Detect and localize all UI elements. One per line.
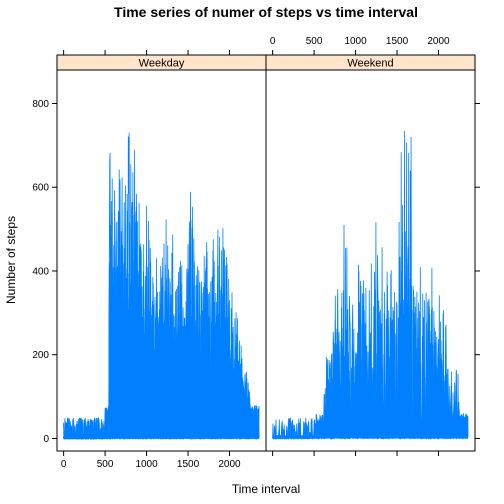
y-tick-label: 600: [32, 183, 49, 194]
panel-weekday-label: Weekday: [139, 58, 185, 70]
y-tick-label: 200: [32, 350, 49, 361]
y-axis-label: Number of steps: [4, 216, 18, 304]
panel-weekday-plot: [63, 132, 260, 440]
panel-weekend-frame: [265, 69, 476, 452]
x-tick-label: 1500: [386, 36, 409, 47]
y-tick-label: 400: [32, 266, 49, 277]
x-tick-label: 2000: [218, 459, 241, 470]
chart-title: Time series of numer of steps vs time in…: [114, 4, 418, 20]
series-line: [272, 379, 469, 440]
x-tick-label: 0: [61, 459, 67, 470]
x-tick-label: 500: [97, 459, 114, 470]
axes: 0 0 500 500 1000 1000 1500 1500 2000 2000 0 200 400 6…: [32, 36, 480, 470]
y-tick-label: 0: [43, 434, 49, 445]
series-line: [63, 149, 260, 440]
x-tick-label: 500: [306, 36, 323, 47]
panel-weekend-plot: [272, 131, 469, 440]
x-tick-label: 0: [270, 36, 276, 47]
series-line: [272, 267, 469, 440]
y-tick-label: 800: [32, 99, 49, 110]
x-tick-label: 1000: [344, 36, 367, 47]
x-axis-label: Time interval: [232, 482, 300, 496]
panel-weekend-label: Weekend: [347, 58, 393, 70]
x-tick-label: 1000: [135, 459, 158, 470]
x-tick-label: 1500: [177, 459, 200, 470]
x-tick-label: 2000: [427, 36, 450, 47]
